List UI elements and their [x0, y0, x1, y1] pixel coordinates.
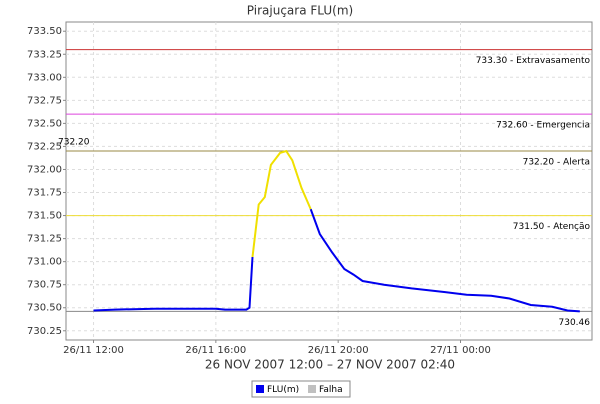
x-tick-label: 26/11 12:00: [63, 345, 124, 356]
y-tick-label: 730.50: [27, 303, 62, 314]
y-tick-label: 733.00: [27, 72, 62, 83]
y-tick-label: 730.75: [27, 280, 62, 291]
y-tick-label: 733.50: [27, 26, 62, 37]
y-tick-label: 731.25: [27, 234, 62, 245]
threshold-label: 730.46: [559, 318, 591, 328]
y-tick-label: 732.25: [27, 141, 62, 152]
y-tick-label: 731.00: [27, 257, 62, 268]
x-tick-label: 26/11 16:00: [185, 345, 246, 356]
threshold-label: 732.60 - Emergencia: [496, 121, 590, 131]
y-tick-label: 731.50: [27, 211, 62, 222]
y-tick-label: 732.75: [27, 95, 62, 106]
threshold-label: 731.50 - Atenção: [513, 222, 591, 232]
data-line: [93, 208, 580, 313]
plot-area: [65, 21, 593, 341]
y-tick-label: 730.25: [27, 326, 62, 337]
annotation: 732.20: [58, 138, 90, 148]
legend-swatch: [308, 385, 316, 393]
x-tick-label: 26/11 20:00: [308, 345, 369, 356]
legend-label: FLU(m): [267, 385, 299, 395]
data-line: [251, 149, 312, 258]
legend-label: Falha: [319, 385, 343, 395]
y-tick-label: 733.25: [27, 49, 62, 60]
legend-swatch: [256, 385, 264, 393]
chart-subtitle: 26 NOV 2007 12:00 – 27 NOV 2007 02:40: [205, 358, 455, 372]
legend-box: [251, 380, 351, 398]
y-tick-label: 731.75: [27, 188, 62, 199]
chart-title: Pirajuçara FLU(m): [247, 4, 353, 18]
y-tick-label: 732.50: [27, 118, 62, 129]
y-tick-label: 732.00: [27, 164, 62, 175]
threshold-label: 733.30 - Extravasamento: [476, 56, 591, 66]
threshold-label: 732.20 - Alerta: [523, 158, 590, 168]
x-tick-label: 27/11 00:00: [430, 345, 491, 356]
